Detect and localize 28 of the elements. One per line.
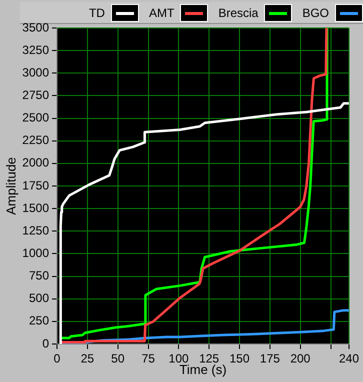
x-tick-label: 240: [338, 352, 360, 366]
x-tick-label: 150: [229, 352, 250, 366]
x-tick-label: 50: [111, 352, 125, 366]
y-tick-label: 0: [42, 336, 50, 350]
x-tick-label: 200: [290, 352, 311, 366]
y-tick-label: 2750: [22, 88, 50, 102]
y-tick-label: 3000: [22, 65, 50, 80]
legend-label: TD: [88, 6, 105, 20]
y-tick-label: 250: [28, 314, 50, 328]
x-tick-label: 0: [54, 352, 61, 366]
legend-label: AMT: [148, 6, 174, 20]
y-tick-label: 2000: [22, 156, 50, 170]
y-tick-label: 2500: [22, 110, 50, 125]
legend-label: Brescia: [218, 6, 258, 20]
y-axis-title: Amplitude: [3, 157, 18, 215]
x-tick-label: 25: [80, 352, 94, 366]
y-tick-label: 3250: [22, 42, 50, 57]
y-tick-label: 1000: [22, 246, 50, 260]
x-tick-label: 175: [260, 352, 280, 366]
y-tick-label: 2250: [22, 133, 50, 148]
y-tick-label: 1500: [22, 200, 50, 215]
y-tick-label: 3500: [22, 20, 50, 34]
x-tick-label: 75: [142, 352, 156, 366]
y-tick-label: 750: [28, 268, 50, 283]
y-tick-label: 1250: [22, 223, 50, 238]
y-tick-label: 1750: [22, 178, 50, 192]
y-tick-label: 500: [28, 291, 50, 306]
legend-label: BGO: [302, 6, 329, 20]
